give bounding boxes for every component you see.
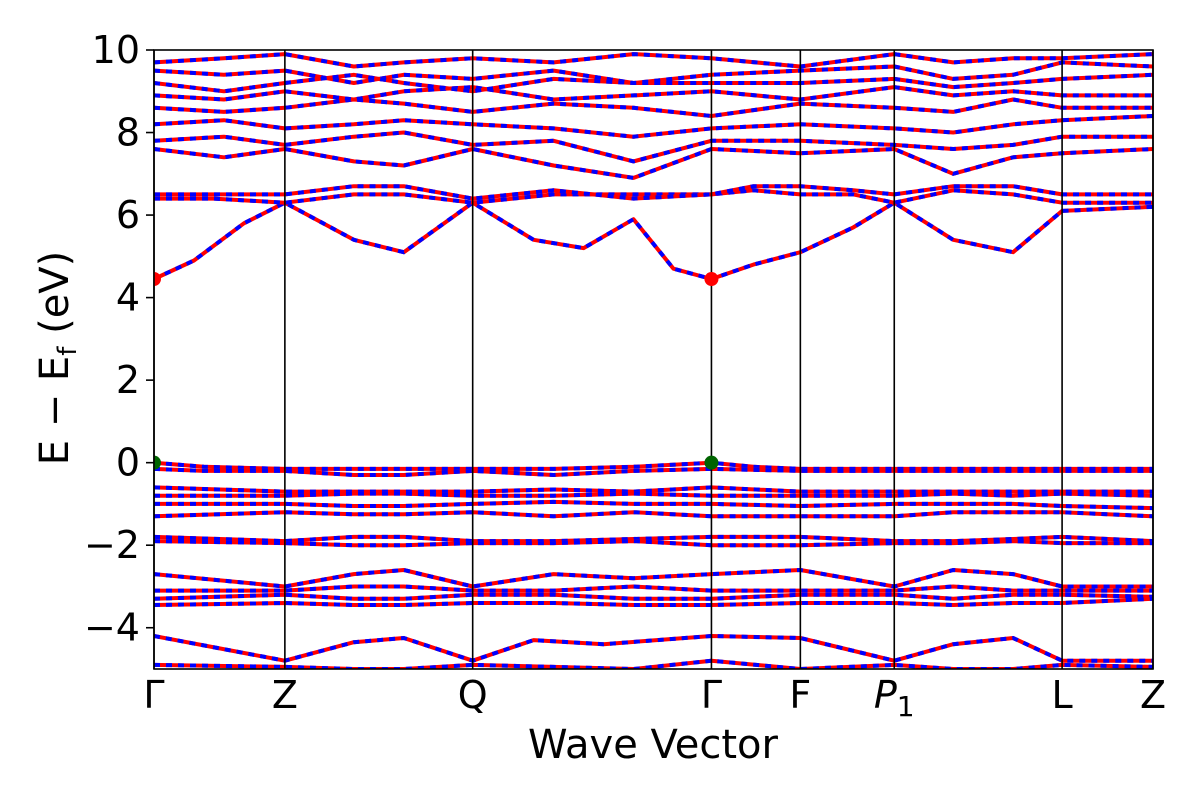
x-tick-label-2: Q	[458, 673, 488, 717]
band-down-3	[154, 146, 1153, 180]
y-axis-title-sub: f	[53, 346, 83, 356]
band-down-23	[154, 633, 1153, 663]
marker-cbm-1	[704, 272, 719, 287]
y-tick-label-5: 6	[116, 193, 140, 237]
x-tick-label-sub-5: 1	[897, 690, 915, 723]
y-tick-label-1: −2	[84, 523, 140, 567]
marker-cbm-0	[154, 272, 161, 287]
x-axis-ticks: Γ Z Q Γ F P1 L Z	[143, 673, 1166, 723]
y-axis-title-unit: (eV)	[32, 251, 78, 347]
band-down-18	[154, 539, 1153, 548]
marker-vbm-2	[154, 455, 161, 470]
y-tick-label-0: −4	[84, 606, 140, 650]
band-down-16	[154, 510, 1153, 519]
x-tick-label-5: P1	[874, 673, 915, 723]
plot-frame	[153, 49, 1154, 670]
band-down-19	[154, 567, 1153, 589]
band-down-6	[154, 97, 1153, 119]
x-tick-label-4: F	[789, 673, 811, 717]
x-tick-label-7: Z	[1140, 673, 1166, 717]
y-axis-title: E − Ef (eV)	[32, 251, 83, 466]
band-lines	[154, 52, 1153, 669]
x-tick-label-main-5: P	[874, 673, 897, 717]
y-tick-label-6: 8	[116, 111, 140, 155]
y-axis-ticks: −4 −2 0 2 4 6 8 10	[84, 28, 154, 650]
marker-vbm-3	[704, 455, 719, 470]
band-down-20	[154, 584, 1153, 593]
x-tick-label-1: Z	[272, 673, 298, 717]
band-up-12	[154, 466, 1153, 477]
y-tick-label-4: 4	[116, 276, 140, 320]
x-tick-label-3: Γ	[701, 673, 722, 717]
y-axis-title-main: E − E	[32, 356, 78, 466]
band-down-24	[154, 658, 1153, 669]
x-tick-label-6: L	[1052, 673, 1073, 717]
y-tick-label-2: 0	[116, 441, 140, 485]
x-axis-title: Wave Vector	[528, 722, 779, 768]
band-down-22	[154, 596, 1153, 608]
band-down-10	[154, 72, 1153, 94]
band-down-15	[154, 499, 1153, 511]
band-down-17	[154, 534, 1153, 544]
band-down-14	[154, 491, 1153, 498]
band-down-9	[154, 52, 1153, 69]
band-down-21	[154, 592, 1153, 601]
extremum-markers	[154, 272, 719, 470]
band-down-4	[154, 130, 1153, 164]
band-down-0	[154, 200, 1153, 282]
band-down-5	[154, 114, 1153, 139]
y-tick-label-3: 2	[116, 358, 140, 402]
band-down-7	[154, 85, 1153, 102]
y-tick-label-7: 10	[92, 28, 140, 72]
x-tick-label-0: Γ	[143, 673, 164, 717]
